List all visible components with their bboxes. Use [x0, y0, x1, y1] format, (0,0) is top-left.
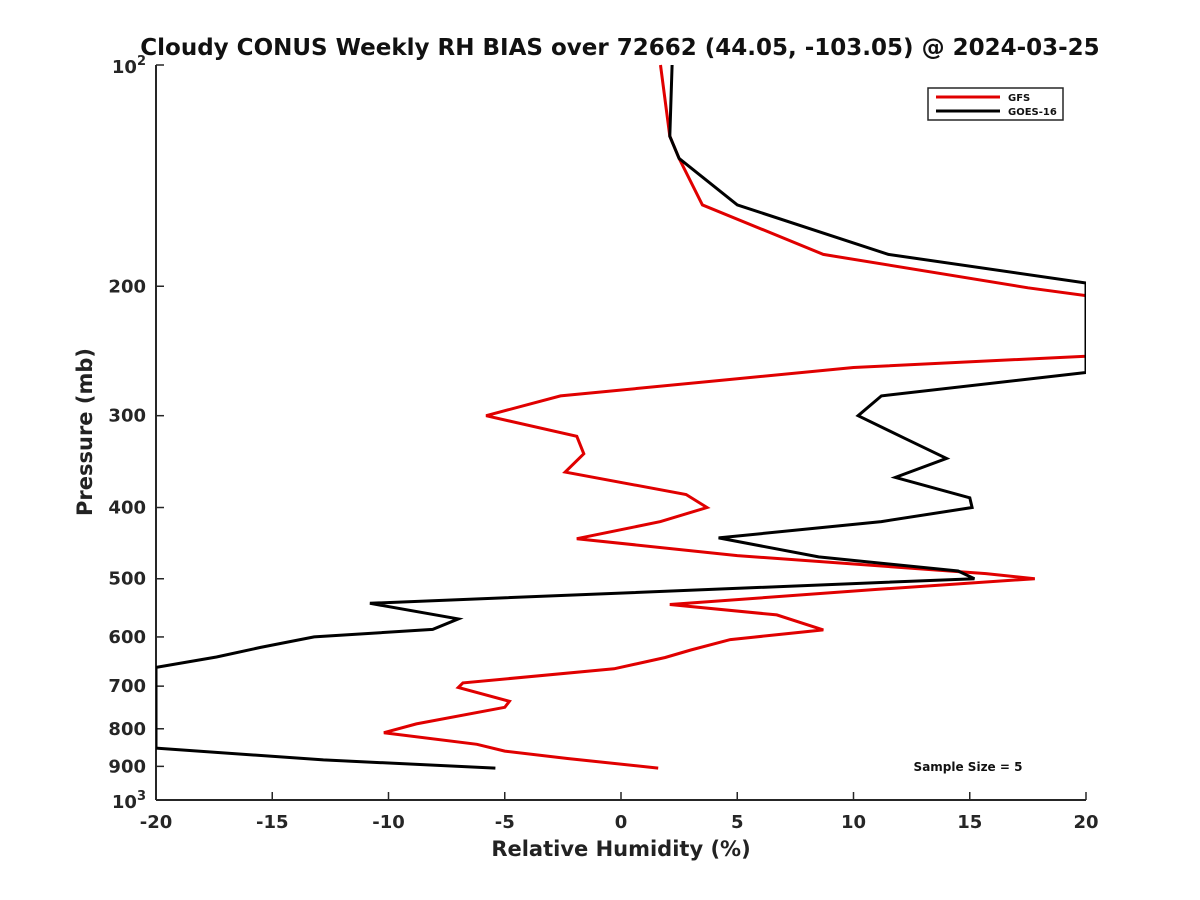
- y-tick-label: 600: [108, 627, 146, 648]
- x-tick-label: -20: [140, 812, 173, 833]
- y-tick-label: 900: [108, 756, 146, 777]
- legend-entry: GOES-16: [1008, 107, 1057, 118]
- sample-size-annotation: Sample Size = 5: [914, 760, 1023, 774]
- y-tick-label: 400: [108, 498, 146, 519]
- x-tick-label: 15: [957, 812, 982, 833]
- y-tick-label: 500: [108, 569, 146, 590]
- x-tick-label: -15: [256, 812, 289, 833]
- x-tick-label: 20: [1073, 812, 1098, 833]
- x-tick-label: 10: [841, 812, 866, 833]
- x-tick-label: 0: [615, 812, 628, 833]
- y-tick-label: 300: [108, 406, 146, 427]
- x-tick-label: 5: [731, 812, 744, 833]
- y-tick-label: 200: [108, 276, 146, 297]
- y-axis-label: Pressure (mb): [73, 348, 97, 516]
- y-tick-label: 800: [108, 719, 146, 740]
- legend-entry: GFS: [1008, 93, 1030, 104]
- series-layer: [156, 64, 1086, 770]
- chart-title: Cloudy CONUS Weekly RH BIAS over 72662 (…: [140, 35, 1099, 61]
- x-tick-label: -5: [495, 812, 515, 833]
- series-line-goes-16: [156, 64, 1086, 770]
- axes: -20 -15 -10 -5 0 5 10 15 20 200 300 400 500 600 700 800…: [108, 54, 1098, 833]
- series-line-gfs: [383, 64, 1086, 770]
- x-tick-label: -10: [372, 812, 405, 833]
- y-decade-tick-label: 102: [112, 54, 146, 78]
- x-axis-label: Relative Humidity (%): [491, 837, 750, 861]
- y-decade-tick-label: 103: [112, 789, 146, 813]
- legend: GFS GOES-16: [927, 87, 1064, 121]
- y-tick-label: 700: [108, 676, 146, 697]
- legend-box: [927, 87, 1064, 121]
- series-group: [156, 64, 1086, 770]
